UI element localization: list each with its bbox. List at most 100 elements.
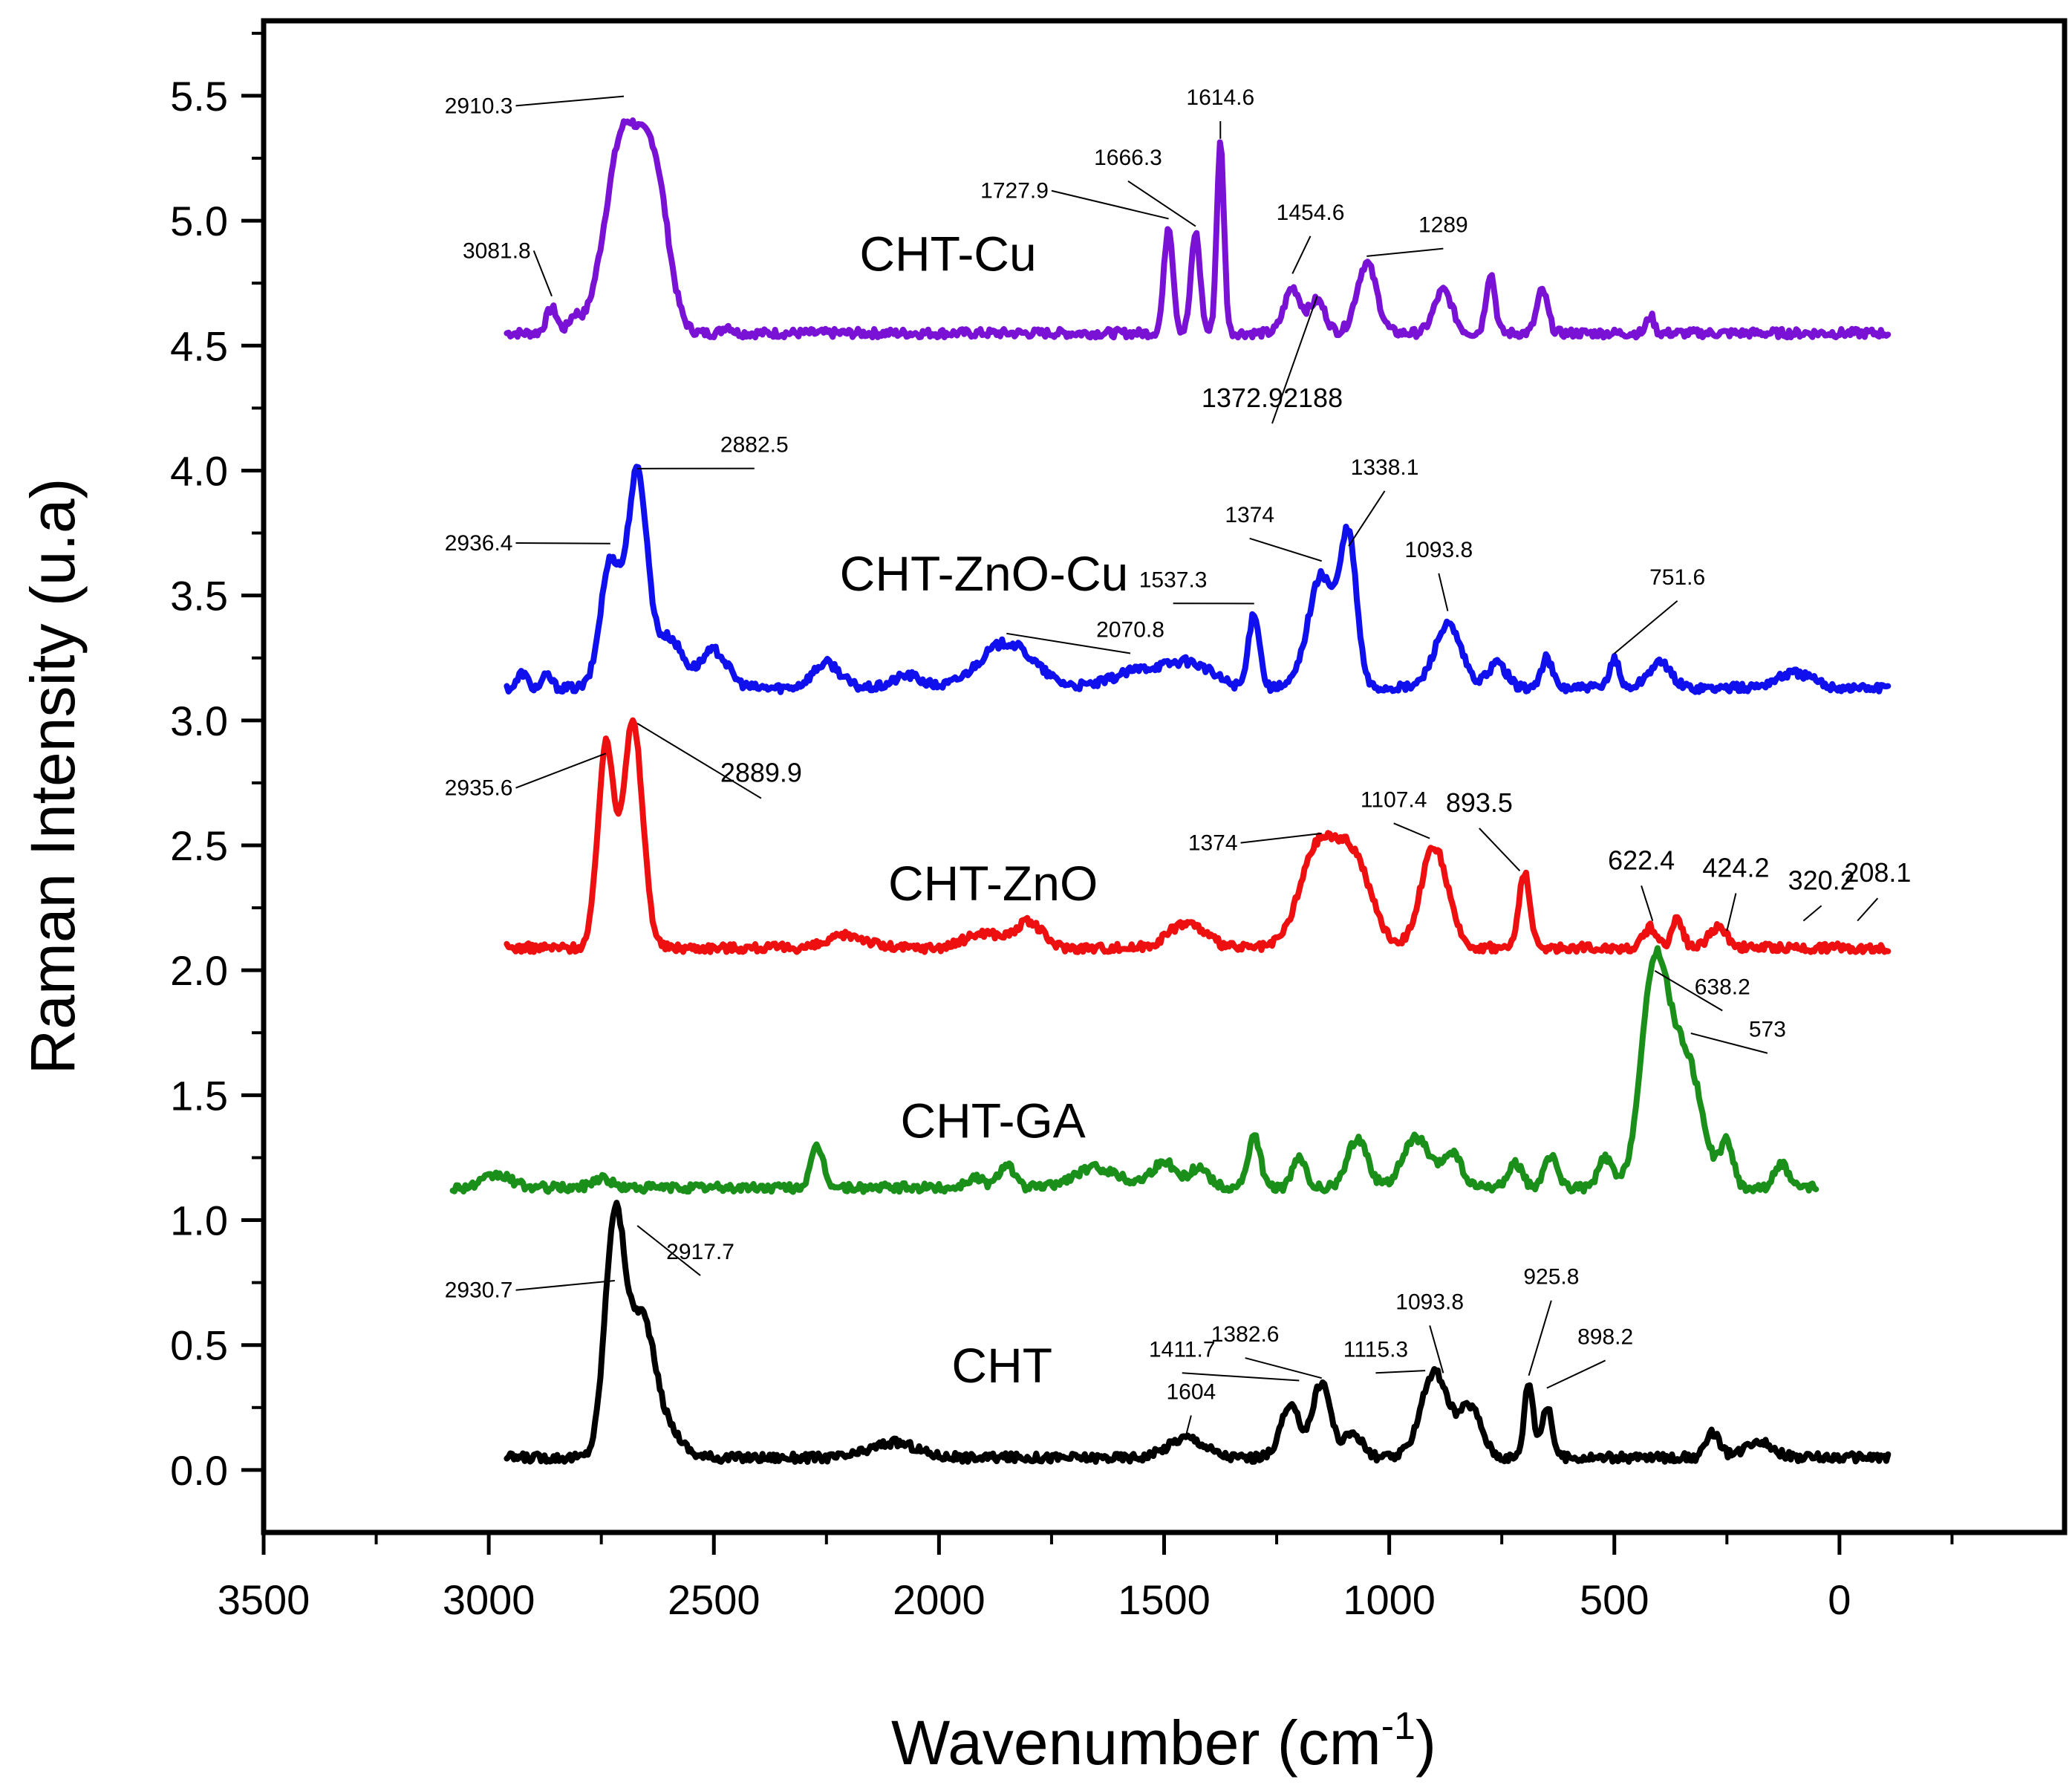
peak-label-cht-32: 1093.8 [1395, 1290, 1464, 1314]
peak-label-cht-33: 1604 [1167, 1379, 1216, 1404]
peak-label-cht-zno-cu-13: 1093.8 [1404, 538, 1473, 562]
series-label-cht: CHT [951, 1338, 1052, 1393]
peak-label-cht-zno-cu-11: 1338.1 [1351, 455, 1419, 480]
annotation-leader-9 [515, 542, 610, 544]
y-axis-title: Raman Intensity (u.a) [18, 478, 88, 1074]
y-tick-label-8: 4.0 [170, 447, 228, 494]
y-axis: 0.0 0.5 1.0 1.5 2.0 2.5 3.0 3.5 4.0 4.5 5.0 5.5 [170, 31, 264, 1494]
annotation-leader-22 [1726, 893, 1737, 932]
peak-label-cht-zno-22: 424.2 [1702, 852, 1769, 882]
peak-label-cht-cu-7: 1372.92188 [1202, 383, 1343, 413]
annotation-leader-19 [1393, 822, 1430, 839]
annotation-leader-31 [1375, 1370, 1426, 1374]
peak-label-cht-zno-cu-9: 2936.4 [445, 531, 513, 556]
x-tick-label-5: 1000 [1343, 1576, 1436, 1623]
annotation-leader-18 [1240, 832, 1322, 844]
annotation-leader-0 [515, 95, 625, 107]
peak-label-cht-35: 898.2 [1577, 1324, 1633, 1349]
peak-label-cht-zno-21: 622.4 [1608, 845, 1675, 875]
annotation-leader-34 [1528, 1300, 1552, 1376]
annotation-leader-1 [532, 250, 553, 297]
y-tick-label-2: 1.0 [170, 1197, 228, 1244]
annotation-leader-3 [1127, 180, 1196, 227]
y-tick-label-6: 3.0 [170, 698, 228, 744]
y-tick-label-4: 2.0 [170, 947, 228, 994]
annotation-leader-23 [1802, 905, 1822, 922]
peak-label-cht-cu-5: 1454.6 [1277, 201, 1345, 225]
annotation-leader-14 [1006, 632, 1131, 654]
peak-label-cht-ga-26: 573 [1749, 1018, 1786, 1042]
x-tick-label-7: 0 [1828, 1576, 1851, 1623]
peak-label-cht-28: 2917.7 [666, 1240, 734, 1264]
annotation-leader-17 [636, 723, 762, 799]
peak-label-cht-cu-3: 1666.3 [1094, 146, 1162, 170]
annotation-leader-30 [1245, 1357, 1322, 1379]
peak-label-cht-cu-0: 2910.3 [445, 94, 513, 118]
peak-label-cht-29: 1411.7 [1149, 1337, 1216, 1362]
peak-label-cht-zno-cu-14: 2070.8 [1096, 618, 1164, 643]
annotation-leader-15 [1614, 600, 1678, 654]
peak-label-cht-zno-cu-15: 751.6 [1649, 565, 1705, 590]
annotation-leader-35 [1546, 1359, 1606, 1389]
peak-label-cht-zno-cu-8: 2882.5 [720, 433, 789, 458]
annotation-leader-20 [1479, 828, 1521, 872]
annotation-leader-32 [1429, 1325, 1444, 1373]
peak-label-cht-34: 925.8 [1523, 1265, 1579, 1290]
annotation-leader-28 [636, 1225, 701, 1276]
x-axis-title: Wavenumber (cm-1) [891, 1705, 1436, 1778]
peak-label-cht-31: 1115.3 [1343, 1337, 1408, 1362]
annotation-leader-13 [1438, 573, 1449, 611]
x-tick-label-6: 500 [1580, 1576, 1649, 1623]
peak-label-cht-zno-20: 893.5 [1446, 787, 1513, 818]
x-tick-label-3: 2000 [893, 1576, 985, 1623]
y-tick-label-10: 5.0 [170, 198, 228, 244]
peak-label-cht-zno-cu-10: 1374 [1225, 503, 1274, 527]
peak-label-cht-zno-16: 2935.6 [445, 776, 513, 801]
annotation-leader-10 [1249, 537, 1322, 562]
y-tick-label-11: 5.5 [170, 73, 228, 120]
peak-label-cht-cu-1: 3081.8 [463, 238, 531, 263]
annotation-leader-29 [1182, 1372, 1300, 1382]
peak-label-cht-cu-2: 1727.9 [980, 179, 1049, 204]
y-tick-label-0: 0.0 [170, 1447, 228, 1494]
peak-label-cht-cu-4: 1614.6 [1186, 85, 1254, 110]
series-line-cht [504, 1200, 1892, 1465]
annotation-leader-33 [1185, 1415, 1192, 1434]
peak-label-cht-ga-25: 638.2 [1695, 975, 1750, 1000]
peak-label-cht-cu-6: 1289 [1418, 213, 1468, 238]
x-tick-label-1: 3000 [443, 1576, 535, 1623]
y-tick-label-5: 2.5 [170, 822, 228, 869]
peak-label-cht-zno-24: 208.1 [1844, 857, 1911, 888]
annotation-leader-26 [1690, 1033, 1768, 1054]
x-axis: 3500 3000 2500 2000 1500 1000 500 0 [218, 1532, 1954, 1623]
series-line-cht-ga [449, 945, 1819, 1195]
series-line-cht-zno [504, 717, 1892, 955]
y-tick-label-1: 0.5 [170, 1322, 228, 1369]
annotation-leader-16 [515, 752, 607, 789]
x-tick-label-4: 1500 [1118, 1576, 1211, 1623]
peak-label-cht-27: 2930.7 [445, 1278, 513, 1303]
annotation-leader-11 [1348, 490, 1386, 547]
annotation-leader-25 [1654, 970, 1723, 1012]
y-tick-label-3: 1.5 [170, 1072, 228, 1119]
annotation-leader-7 [1271, 296, 1318, 424]
annotation-leader-6 [1366, 247, 1444, 257]
series-line-cht-cu [504, 117, 1892, 341]
annotations-group: 2910.3 3081.8 1727.9 1666.3 1614.6 1454.6 1289… [445, 85, 1911, 1434]
annotation-leader-2 [1051, 189, 1169, 220]
annotation-leader-21 [1641, 885, 1654, 921]
annotation-leader-5 [1291, 235, 1312, 274]
y-tick-label-9: 4.5 [170, 322, 228, 369]
series-label-cht-cu: CHT-Cu [859, 226, 1036, 281]
series-line-cht-zno-cu [504, 464, 1892, 695]
peak-label-cht-zno-cu-12: 1537.3 [1139, 568, 1208, 592]
peak-label-cht-zno-17: 2889.9 [720, 758, 802, 788]
peak-label-cht-zno-23: 320.2 [1788, 865, 1855, 895]
peak-label-cht-zno-18: 1374 [1188, 831, 1238, 856]
series-label-cht-ga: CHT-GA [900, 1093, 1085, 1148]
series-label-cht-zno-cu: CHT-ZnO-Cu [840, 546, 1129, 601]
annotation-leader-27 [515, 1280, 615, 1291]
series-label-cht-zno: CHT-ZnO [888, 856, 1098, 911]
